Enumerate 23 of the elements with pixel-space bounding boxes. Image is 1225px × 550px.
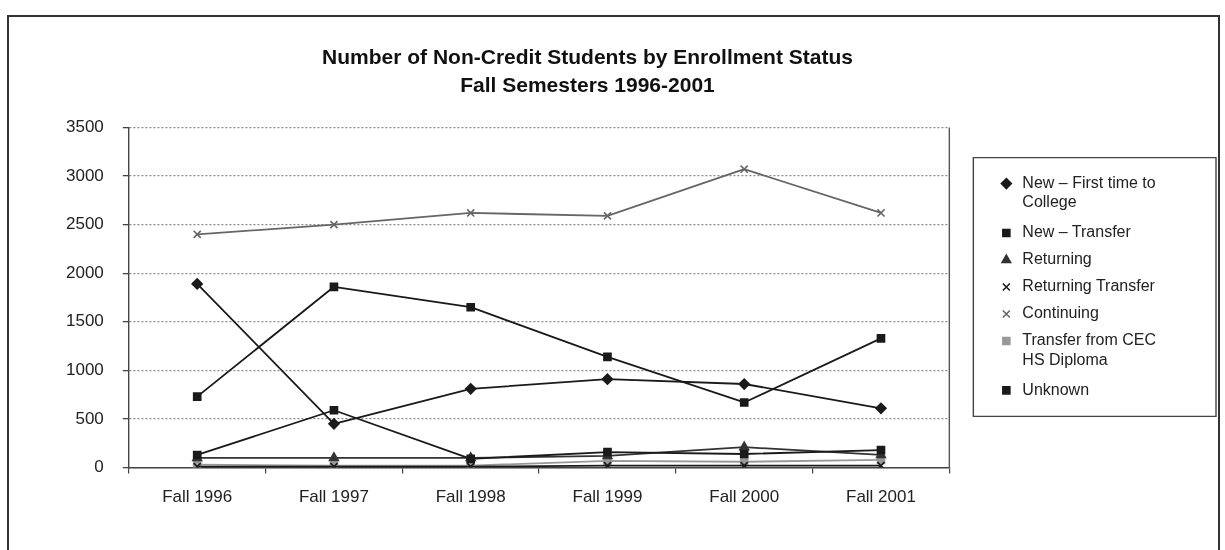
y-tick-label: 3000: [65, 165, 104, 185]
legend-label: Returning Transfer: [1022, 277, 1156, 295]
x-tick-label: Fall 1998: [435, 487, 506, 507]
legend-label: New – First time to College: [1022, 174, 1156, 211]
x-tick-label: Fall 1997: [298, 487, 369, 507]
chart-title: Number of Non-Credit Students by Enrollment Status: [322, 45, 853, 69]
legend-label: Unknown: [1022, 380, 1090, 398]
x-tick-label: Fall 2000: [709, 487, 780, 507]
y-tick-label: 2000: [65, 262, 104, 282]
chart-subtitle: Fall Semesters 1996-2001: [460, 72, 716, 96]
y-tick-label: 3500: [65, 117, 104, 137]
y-tick-label: 0: [94, 457, 104, 477]
x-tick-label: Fall 1999: [572, 487, 643, 507]
y-tick-label: 500: [75, 408, 104, 428]
x-tick-label: Fall 2001: [846, 487, 916, 507]
legend-label: New – Transfer: [1022, 223, 1132, 241]
legend-label: Transfer from CEC HS Diploma: [1022, 331, 1157, 368]
y-tick-label: 1500: [65, 311, 104, 331]
legend-label: Returning: [1022, 250, 1092, 268]
legend-label: Continuing: [1022, 304, 1099, 322]
y-tick-label: 2500: [65, 214, 104, 234]
x-tick-label: Fall 1996: [162, 487, 233, 507]
y-tick-label: 1000: [65, 360, 104, 380]
